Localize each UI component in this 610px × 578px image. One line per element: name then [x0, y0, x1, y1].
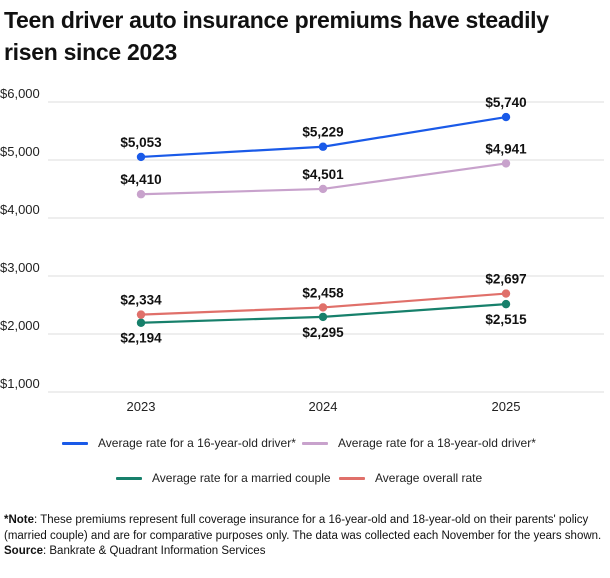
x-tick-label-2023: 2023 [127, 399, 156, 414]
data-label-2-2025: $2,515 [485, 312, 527, 327]
data-label-3-2025: $2,697 [485, 272, 526, 287]
chart-title: Teen driver auto insurance premiums have… [4, 7, 549, 65]
data-label-1-2025: $4,941 [485, 141, 527, 156]
data-point-2-2023 [136, 318, 146, 327]
data-point-3-2024 [318, 303, 328, 312]
y-tick-label-3000: $3,000 [0, 260, 40, 275]
footnote-note: *Note: These premiums represent full cov… [4, 513, 604, 544]
y-tick-label-2000: $2,000 [0, 318, 40, 333]
data-label-1-2024: $4,501 [302, 167, 344, 182]
data-label-0-2024: $5,229 [302, 125, 343, 140]
data-label-2-2024: $2,295 [302, 325, 344, 340]
footnote-source: Source: Bankrate & Quadrant Information … [4, 544, 604, 560]
y-tick-label-4000: $4,000 [0, 202, 40, 217]
note-label: *Note [4, 514, 35, 526]
data-label-1-2023: $4,410 [120, 172, 161, 187]
data-label-0-2025: $5,740 [485, 95, 526, 110]
source-text: : Bankrate & Quadrant Information Servic… [43, 545, 266, 557]
x-tick-label-2025: 2025 [492, 399, 521, 414]
y-tick-label-6000: $6,000 [0, 86, 40, 101]
footnote: *Note: These premiums represent full cov… [4, 513, 604, 560]
data-label-3-2024: $2,458 [302, 285, 344, 300]
y-tick-label-1000: $1,000 [0, 376, 40, 391]
data-label-0-2023: $5,053 [120, 135, 162, 150]
data-label-2-2023: $2,194 [120, 331, 162, 346]
data-point-0-2024 [318, 142, 328, 151]
data-point-1-2025 [501, 159, 511, 168]
data-point-3-2023 [136, 310, 146, 319]
source-label: Source [4, 545, 43, 557]
data-point-3-2025 [501, 289, 511, 298]
data-point-1-2023 [136, 190, 146, 199]
data-point-1-2024 [318, 184, 328, 194]
data-point-0-2025 [501, 112, 511, 122]
y-tick-label-5000: $5,000 [0, 144, 40, 159]
data-point-2-2025 [501, 299, 511, 309]
data-point-0-2023 [136, 152, 146, 162]
x-tick-label-2024: 2024 [309, 399, 338, 414]
note-text: : These premiums represent full coverage… [4, 514, 602, 542]
data-label-3-2023: $2,334 [120, 293, 162, 308]
data-point-2-2024 [318, 312, 328, 322]
